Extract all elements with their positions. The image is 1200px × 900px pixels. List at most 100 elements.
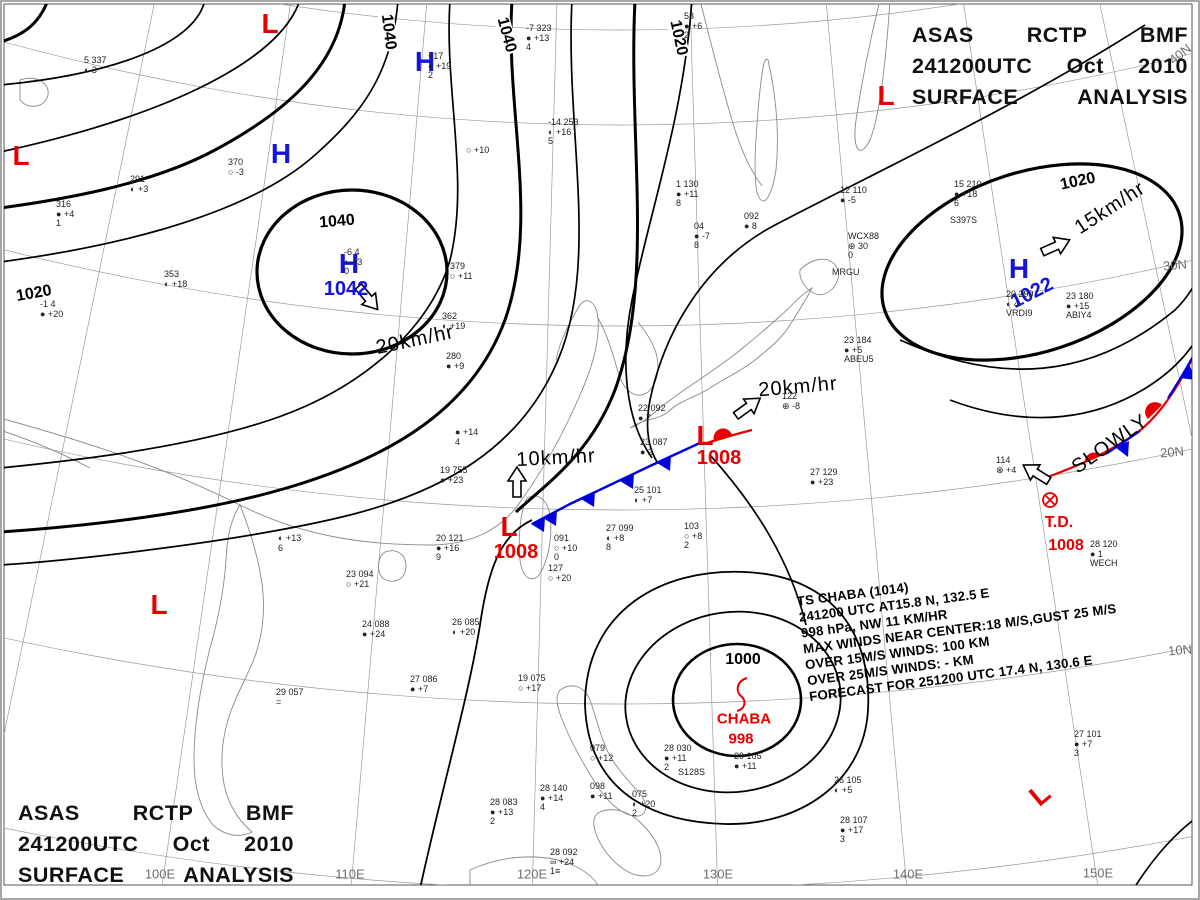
station-plot-line: ◐ +3 [344,256,363,267]
station-plot: 27 086 ● +7 [410,674,438,694]
station-plot: 103 ○ +8 2 [684,521,702,551]
station-plot-line: ○ +20 [548,572,572,583]
station-plot-line: 26 085 [452,617,480,627]
station-plot: WCX88 ⊕ 30 0 [848,231,880,261]
station-plot-line: ◐ 4 [1006,298,1019,309]
station-plot-line: ○ +10 [466,145,490,155]
station-plot-line: 0 [848,250,854,260]
td-label: T.D. [1044,514,1074,531]
station-plot-line: 53 [684,11,695,21]
isobar-value-label: 1020 [1057,169,1099,194]
station-plot: 098 ● +11 [590,781,613,801]
station-plot-line: = [276,696,282,707]
station-plot-line: ∞ +24 [550,856,575,867]
longitude-label: 110E [335,866,365,882]
station-plot: ◐ +13 6 [278,533,301,553]
station-plot-line: 370 [228,157,244,167]
high-center-letter: H [338,248,360,279]
station-plot-line: ● +7 [1074,738,1093,749]
station-plot: 127 ○ +20 [548,563,572,583]
station-plot-line: 23 184 [844,335,872,345]
title-block-bottom-left: ASAS RCTP BMF 241200UTC Oct 2010 SURFACE… [18,798,294,891]
station-plot-line: 3 [840,834,846,844]
station-plot-line: 20 299 [1006,289,1034,299]
title-block-top-right: ASAS RCTP BMF 241200UTC Oct 2010 SURFACE… [912,20,1188,113]
low-center-letter: L [261,8,279,39]
station-plot-line: 103 [684,521,700,531]
station-plot: 19 075 ○ +17 [518,673,546,693]
stationary-front [1044,355,1192,480]
station-plot-line: 28 120 [1090,539,1118,549]
station-plot-line: 23 180 [1066,291,1094,301]
station-plot: S397S [950,215,977,226]
station-plot-line: 1 130 [676,179,699,189]
station-plot-line: ◐ +18 [164,278,188,289]
station-plot-line: 29 105 [734,751,762,761]
isobar-value-label: 1040 [377,12,400,52]
station-plot-line: ● +23 [440,474,464,485]
title-line-2: 241200UTC Oct 2010 [912,54,1188,78]
station-plot-line: ABEU5 [844,354,874,364]
station-plot: 27 129 ● +23 [810,467,838,487]
station-plot: 20 121 ● +16 9 [436,533,464,563]
station-plot: S128S [678,767,705,778]
station-plot: 29 057 = [276,687,304,707]
station-plot-line: 353 [164,269,180,279]
station-plot-line: 20 121 [436,533,464,543]
station-plot-line: 091 [554,533,570,543]
station-plot-line: 127 [548,563,564,573]
station-plot-line: ● +16 [436,542,460,553]
station-plot: 24 088 ● +24 [362,619,390,639]
station-plot: 12 110 ● -5 [840,185,867,205]
station-plot: 25 101 ◐ +7 [634,485,662,505]
station-plot: 114 ⊗ +4 [996,455,1016,475]
station-plot-line: 2 [684,540,690,550]
station-plot-line: 4 [526,42,532,52]
station-plot-line: 28 107 [840,815,868,825]
station-plot-line: ● +11 [664,752,687,763]
chaba-name: CHABA [716,710,772,728]
station-plot-line: -1 4 [40,299,56,309]
station-plot-line: 19 755 [440,465,468,475]
title-line-3: SURFACE ANALYSIS [912,85,1188,109]
station-plot-line: 098 [590,781,606,791]
longitude-label: 140E [892,866,924,882]
station-plot-line: 114 [996,455,1011,465]
warm-front [703,428,753,446]
station-plot: 23 180 ● +15 ABIY4 [1066,291,1094,321]
longitude-label: 150E [1082,865,1114,881]
station-plot-line: ◐ +5 [834,784,853,795]
station-plot: 28 140 ● +14 4 [540,783,568,813]
station-plot: 20 299 ◐ 4 VRDI9 [1006,289,1034,319]
station-plot-line: 2 [664,762,670,772]
station-plot-line: 15 210 [954,179,982,189]
station-plot-line: ○ -3 [228,166,244,177]
station-plot-line: 2 [428,70,434,80]
station-plot: 26 085 ◐ +20 [452,617,480,637]
station-plot: -14 253 ◐ +16 5 [548,117,579,147]
station-plot-line: 28 140 [540,783,568,793]
station-plot-line: 291 [130,174,146,184]
station-plot-line: 8 [676,198,682,208]
isobar-value-label: 1040 [493,14,520,56]
station-plot-line: ● +15 [1066,300,1090,311]
station-plot-line: ⊕ 30 [848,240,869,251]
station-plot-line: 9 [436,552,442,562]
station-plot-line: ⊕ -8 [782,400,801,411]
station-plot-line: WECH [1090,558,1118,568]
latitude-label: 10N [1167,641,1193,659]
station-plot: 370 ○ -3 [228,157,244,177]
station-plot-line: 23 094 [346,569,374,579]
station-plot: 27 099 ◐ +8 8 [606,523,634,553]
station-plot-line: WCX88 [848,231,880,241]
station-plot-line: 28 092 [550,847,578,857]
station-plot-line: 26 105 [834,775,862,785]
station-plot-line: 122 [782,391,798,401]
longitude-label: 120E [516,866,548,882]
station-plot: -6 4 ◐ +3 0 [344,247,363,277]
station-plot: 28 030 ● +11 2 [664,743,692,773]
low-center-letter: L [1023,777,1057,812]
